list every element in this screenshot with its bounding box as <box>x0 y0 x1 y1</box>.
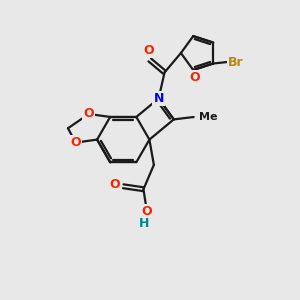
Text: O: O <box>141 205 152 218</box>
Text: Me: Me <box>199 112 217 122</box>
Text: O: O <box>70 136 81 149</box>
Text: H: H <box>139 217 149 230</box>
Text: Br: Br <box>228 56 244 68</box>
Text: N: N <box>153 92 164 105</box>
Text: O: O <box>143 44 154 58</box>
Text: O: O <box>83 107 94 121</box>
Text: O: O <box>189 71 200 84</box>
Text: O: O <box>110 178 120 191</box>
